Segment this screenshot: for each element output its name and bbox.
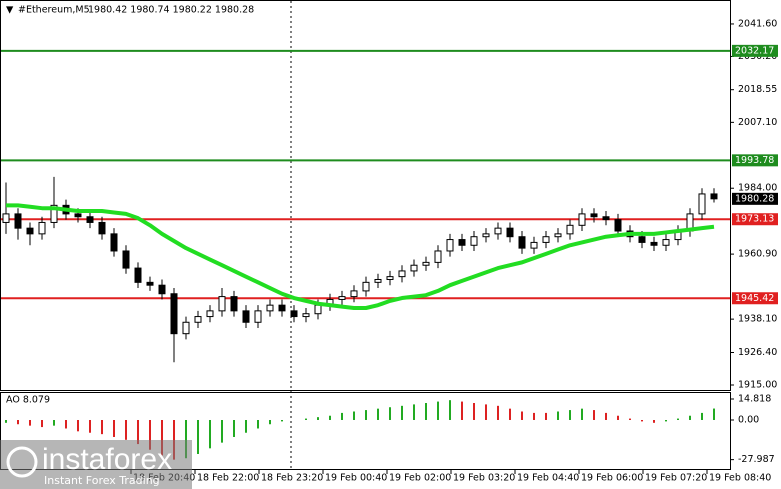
- level-label: 1945.42: [735, 293, 774, 304]
- candle-body: [410, 264, 418, 272]
- candle-body: [350, 290, 358, 298]
- candle-body: [302, 313, 310, 318]
- candle-body: [122, 250, 130, 269]
- candle-body: [578, 213, 586, 226]
- y-tick-label: 1915.00: [738, 380, 777, 391]
- x-tick-label: 19 Feb 02:00: [389, 473, 451, 484]
- candle-body: [470, 236, 478, 246]
- candle-body: [494, 227, 502, 235]
- candle-body: [110, 233, 118, 252]
- candle-body: [650, 241, 658, 246]
- candle-body: [482, 233, 490, 238]
- y-tick-label: 1960.90: [738, 249, 777, 260]
- candle-body: [458, 239, 466, 246]
- candle-body: [14, 213, 22, 229]
- logo: instaforex Instant Forex Trading: [0, 440, 192, 489]
- candle-body: [638, 236, 646, 243]
- ao-y-tick-label: -27.987: [738, 454, 775, 465]
- level-label: 1973.13: [735, 214, 774, 225]
- candle-body: [554, 233, 562, 238]
- candle-body: [422, 261, 430, 266]
- y-tick-label: 2018.55: [738, 84, 777, 95]
- candle-body: [278, 304, 286, 312]
- candle-body: [86, 216, 94, 223]
- main-panel: [0, 0, 731, 391]
- ao-y-tick-label: 14.818: [738, 393, 771, 404]
- candle-body: [434, 250, 442, 263]
- x-tick-label: 19 Feb 07:20: [645, 473, 707, 484]
- candle-body: [266, 304, 274, 312]
- x-tick-label: 19 Feb 03:20: [453, 473, 515, 484]
- level-label-bg: [732, 292, 778, 305]
- ohlc-text: 1980.42 1980.74 1980.22 1980.28: [88, 5, 254, 16]
- level-label-bg: [732, 213, 778, 226]
- x-tick-label: 19 Feb 00:40: [325, 473, 387, 484]
- y-tick-label: 1938.10: [738, 314, 777, 325]
- logo-icon: [6, 446, 38, 478]
- candle-body: [518, 236, 526, 249]
- level-label-bg: [732, 154, 778, 167]
- candle-body: [230, 296, 238, 312]
- candle-body: [98, 221, 106, 235]
- logo-bg: [0, 440, 192, 489]
- candle-body: [194, 316, 202, 323]
- level-label: 2032.17: [735, 45, 774, 56]
- candle-body: [2, 213, 10, 223]
- candle-body: [314, 304, 322, 315]
- candle-body: [614, 219, 622, 232]
- ao-y-tick-label: 0.00: [738, 414, 759, 425]
- y-tick-label: 1984.00: [738, 183, 777, 194]
- symbol: #Ethereum,M5: [18, 5, 90, 16]
- y-tick-label: 2041.60: [738, 18, 777, 29]
- candle-body: [170, 293, 178, 335]
- candle-body: [566, 224, 574, 235]
- candle-body: [206, 310, 214, 318]
- ao-label: AO 8.079: [6, 395, 50, 406]
- candle-body: [542, 236, 550, 243]
- candle-body: [50, 204, 58, 223]
- candle-body: [134, 267, 142, 283]
- candle-body: [590, 213, 598, 218]
- moving-average: [6, 203, 715, 311]
- candle-body: [446, 239, 454, 252]
- candle-body: [182, 321, 190, 335]
- candle-body: [530, 241, 538, 249]
- x-tick-label: 18 Feb 22:00: [197, 473, 259, 484]
- header-arrow: ▼: [6, 5, 14, 16]
- x-tick-label: 19 Feb 08:40: [709, 473, 771, 484]
- logo-name: instaforex: [42, 443, 172, 476]
- candle-body: [386, 276, 394, 280]
- level-label-bg: [732, 44, 778, 57]
- candle-body: [338, 296, 346, 300]
- candle-body: [398, 270, 406, 278]
- candle-body: [506, 227, 514, 238]
- last-price-label: 1980.28: [735, 193, 774, 204]
- candle-body: [362, 281, 370, 292]
- candle-body: [698, 193, 706, 215]
- candle-body: [38, 221, 46, 235]
- candle-body: [710, 193, 718, 200]
- level-label: 1993.78: [735, 155, 774, 166]
- x-tick-label: 19 Feb 06:00: [581, 473, 643, 484]
- candle-body: [158, 284, 166, 295]
- candle-body: [218, 296, 226, 312]
- candle-body: [146, 281, 154, 286]
- candle-body: [74, 213, 82, 218]
- candle-body: [290, 310, 298, 318]
- candle-body: [602, 216, 610, 221]
- y-tick-label: 2007.10: [738, 117, 777, 128]
- x-tick-label: 18 Feb 23:20: [261, 473, 323, 484]
- candle-body: [254, 310, 262, 323]
- candle-body: [662, 239, 670, 246]
- x-tick-label: 19 Feb 04:40: [517, 473, 579, 484]
- candle-body: [374, 278, 382, 283]
- y-tick-label: 1926.40: [738, 347, 777, 358]
- candle-body: [26, 227, 34, 235]
- logo-slogan: Instant Forex Trading: [44, 474, 160, 487]
- last-price-bg: [732, 192, 778, 205]
- candle-body: [242, 310, 250, 323]
